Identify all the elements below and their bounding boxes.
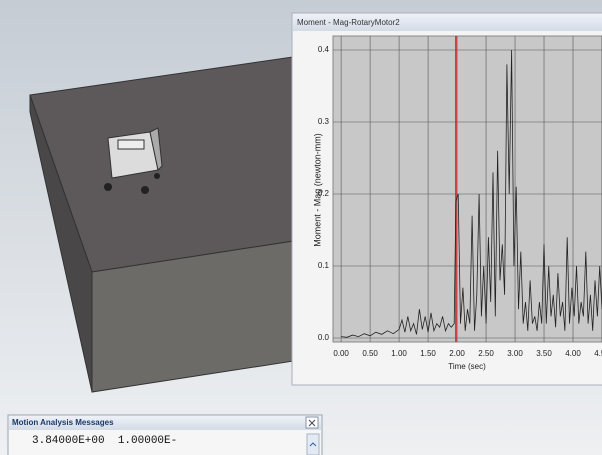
screen: Moment - Mag-RotaryMotor2 Moment - Mag (… [0, 0, 602, 455]
x-tick-label: 2.50 [478, 349, 494, 358]
x-tick-label: 1.00 [391, 349, 407, 358]
window-title: Moment - Mag-RotaryMotor2 [297, 18, 400, 27]
x-tick-label: 3.50 [536, 349, 552, 358]
x-tick-label: 0.50 [362, 349, 378, 358]
plot-area [333, 36, 602, 342]
y-tick-label: 0.0 [318, 333, 330, 342]
y-tick-label: 0.2 [318, 189, 330, 198]
x-tick-label: 2.00 [449, 349, 465, 358]
x-tick-label: 4.00 [565, 349, 581, 358]
x-tick-label: 4.50 [594, 349, 602, 358]
messages-title: Motion Analysis Messages [12, 418, 114, 427]
page: Moment - Mag-RotaryMotor2 Moment - Mag (… [0, 0, 602, 455]
x-tick-label: 0.00 [333, 349, 349, 358]
y-tick-label: 0.4 [318, 45, 330, 54]
y-tick-label: 0.3 [318, 117, 330, 126]
y-tick-label: 0.1 [318, 261, 330, 270]
x-tick-label: 1.50 [420, 349, 436, 358]
message-line: 3.84000E+00 1.00000E- [32, 435, 177, 447]
x-axis-label: Time (sec) [448, 362, 486, 371]
scrollbar[interactable] [307, 434, 319, 455]
x-tick-label: 3.00 [507, 349, 523, 358]
